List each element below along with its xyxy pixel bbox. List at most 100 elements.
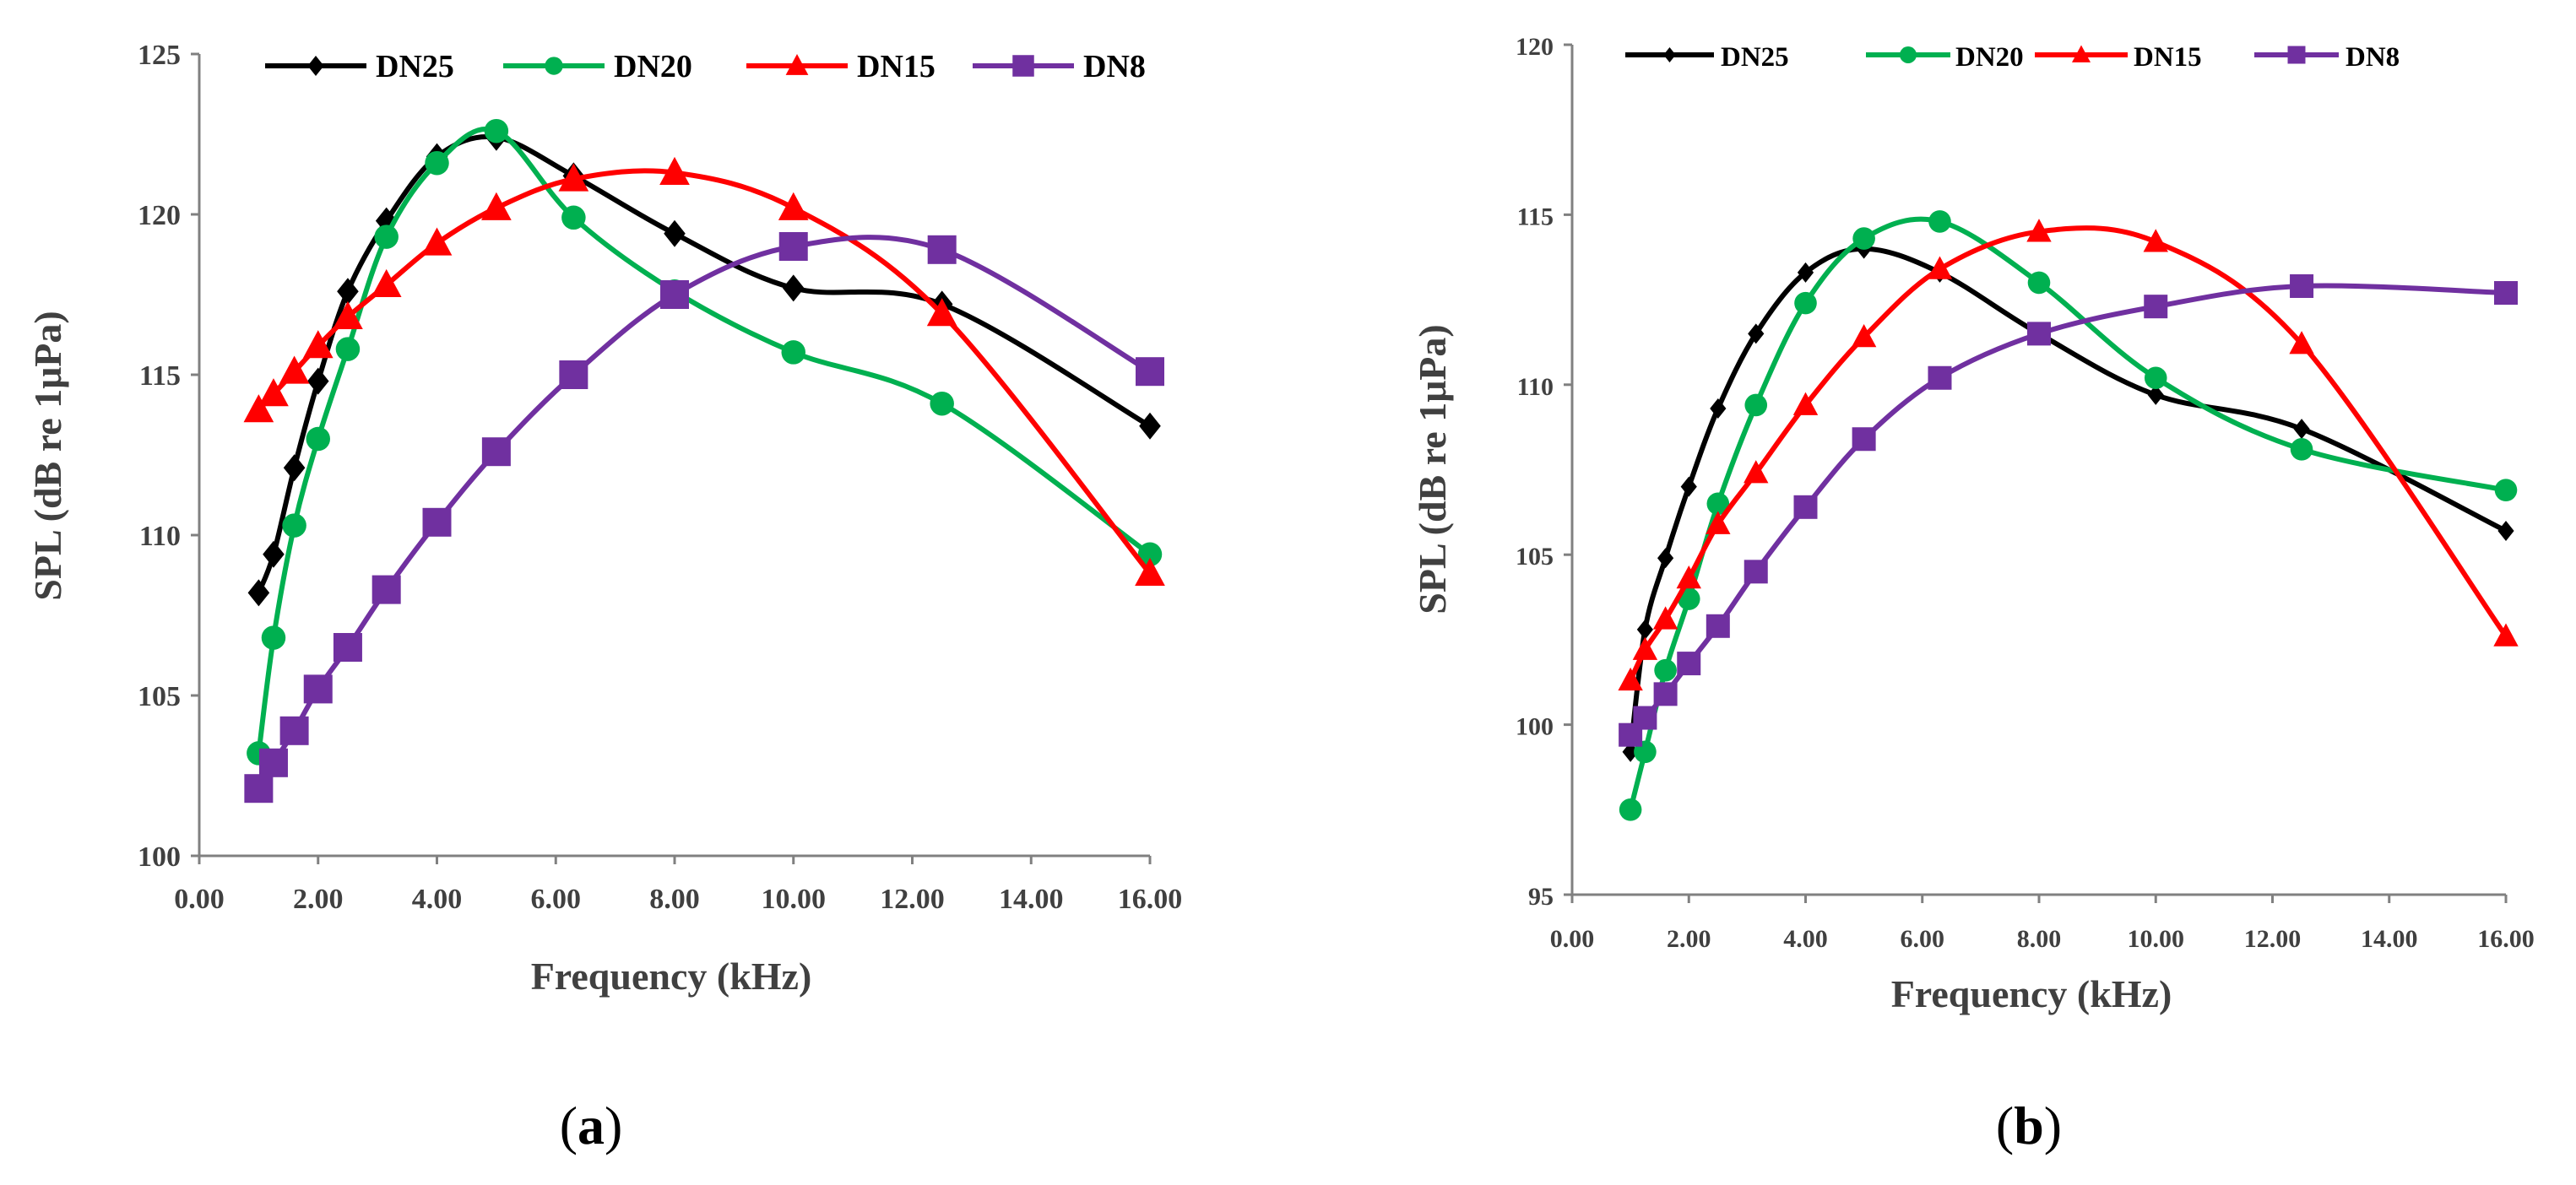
series-dn8 [244,232,1164,804]
data-point-dn8 [1677,652,1701,676]
x-tick-label: 4.00 [412,884,463,915]
data-point-dn8 [660,280,689,309]
data-point-dn15 [1851,324,1877,348]
data-point-dn20 [335,337,361,361]
y-axis-title: SPL (dB re 1μPa) [26,311,69,600]
legend-marker-dn25 [307,56,324,76]
data-point-dn20 [425,150,449,176]
data-point-dn20 [484,118,509,143]
x-tick-label: 6.00 [1901,925,1945,953]
x-tick-label: 10.00 [2128,925,2185,953]
legend: DN25 DN20 DN15 DN8 [265,49,1146,84]
data-point-dn8 [1706,614,1730,638]
data-point-dn25 [1139,412,1161,440]
x-tick-label: 8.00 [2017,925,2062,953]
data-point-dn20 [261,625,286,650]
data-point-dn8 [1633,706,1657,730]
x-tick-label: 12.00 [2244,925,2302,953]
data-point-dn25 [1748,323,1765,344]
data-point-dn8 [559,360,588,389]
data-point-dn15 [659,156,690,186]
legend-item-dn15: DN15 [746,49,935,84]
legend-item-dn20: DN20 [1866,42,2024,73]
data-point-dn8 [258,748,288,777]
x-tick-label: 0.00 [1550,925,1595,953]
data-point-dn8 [1136,357,1164,387]
panel-label-letter: a [578,1096,605,1155]
data-point-dn15 [279,355,310,384]
legend-item-dn15: DN15 [2035,42,2202,73]
y-tick-label: 105 [138,681,181,712]
data-point-dn25 [263,540,285,568]
data-point-dn15 [1618,667,1643,691]
data-point-dn20 [1928,210,1951,233]
data-point-dn8 [1744,560,1768,584]
x-tick-label: 0.00 [174,884,225,915]
x-tick-label: 12.00 [880,884,945,915]
legend-label-dn25: DN25 [1721,42,1789,73]
data-point-dn20 [930,391,954,416]
panel-label: (a) [560,1096,623,1155]
series-line-dn15 [1628,225,2508,682]
data-point-dn25 [1710,398,1727,419]
data-point-dn25 [664,219,686,247]
x-tick-label: 16.00 [2477,925,2535,953]
x-tick-label: 14.00 [2361,925,2418,953]
data-point-dn20 [374,225,399,249]
chart-panel-b: 95 100 105 110 115 120 0.00 2.00 4.00 6.00 8.00 10.… [1411,33,2535,1155]
series-line-dn8 [256,235,1152,790]
x-tick-label: 2.00 [293,884,344,915]
series-line-dn20 [1628,216,2507,811]
legend-marker-dn15 [785,53,809,75]
panel-label-close: ) [2044,1096,2062,1155]
panel-label: (b) [1996,1096,2062,1155]
y-tick-label: 120 [138,200,181,231]
legend: DN25 DN20 DN15 DN8 [1625,42,2400,73]
data-point-dn8 [244,774,274,804]
legend-marker-dn20 [1900,46,1917,63]
data-point-dn20 [1706,492,1730,516]
data-point-dn25 [1622,741,1639,762]
y-tick-label: 100 [138,841,181,873]
series-dn25 [247,123,1161,607]
data-point-dn15 [302,330,334,359]
data-point-dn15 [421,227,453,256]
data-point-dn20 [282,513,306,538]
data-point-dn8 [371,575,401,604]
data-point-dn20 [2494,479,2518,501]
series-dn8 [1619,273,2518,747]
y-tick-label: 115 [139,360,181,392]
x-tick-label: 14.00 [999,884,1064,915]
legend-label-dn15: DN15 [2134,42,2202,73]
series-dn20 [1619,210,2518,821]
data-point-dn25 [1797,262,1814,283]
y-tick-label: 115 [1517,203,1554,230]
legend-item-dn25: DN25 [1625,42,1789,73]
data-point-dn15 [371,268,402,298]
data-point-dn20 [1852,227,1875,250]
y-tick-label: 110 [139,521,181,552]
data-point-dn8 [1928,365,1952,390]
panel-label-open: ( [1996,1096,2014,1155]
data-point-dn8 [927,235,957,264]
data-point-dn15 [1652,606,1678,630]
y-tick-label: 105 [1516,543,1554,571]
x-tick-label: 8.00 [649,884,700,915]
legend-marker-dn25 [1663,47,1676,62]
data-point-dn25 [306,367,329,395]
legend-item-dn20: DN20 [503,49,692,84]
data-point-dn20 [781,340,805,365]
data-point-dn8 [778,232,808,261]
data-point-dn15 [1792,392,1819,415]
legend-item-dn8: DN8 [973,49,1146,84]
series-dn15 [1618,219,2519,691]
legend-item-dn25: DN25 [265,49,454,84]
panel-label-open: ( [560,1096,578,1155]
data-point-dn8 [422,507,452,537]
data-point-dn15 [926,298,957,327]
data-point-dn8 [481,437,511,467]
data-point-dn8 [2027,322,2051,346]
data-point-dn15 [1135,557,1165,587]
data-point-dn15 [333,300,363,330]
x-tick-label: 6.00 [531,884,582,915]
